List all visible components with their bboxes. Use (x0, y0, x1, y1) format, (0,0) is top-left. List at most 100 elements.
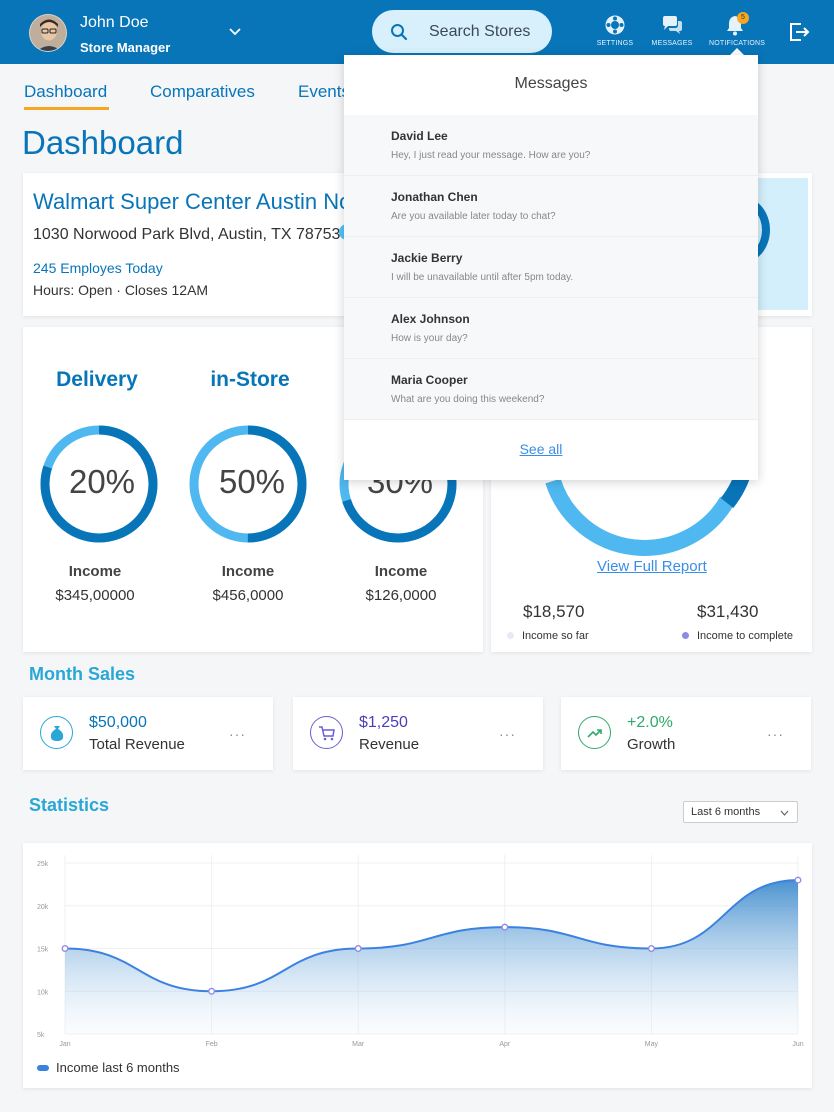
y-tick-label: 10k (37, 989, 49, 996)
settings-button[interactable]: SETTINGS (590, 14, 640, 58)
search-placeholder: Search Stores (429, 23, 531, 40)
metric-title-delivery: Delivery (56, 368, 138, 391)
x-tick-label: Jan (59, 1041, 70, 1048)
chart-legend-label: Income last 6 months (56, 1060, 180, 1075)
statistics-title: Statistics (29, 795, 110, 815)
sales-value: $1,250 (359, 714, 408, 731)
metric-label-delivery: Income (68, 563, 122, 580)
sales-card-revenue[interactable]: $1,250 Revenue ··· (293, 697, 543, 770)
sales-card-growth[interactable]: +2.0% Growth ··· (561, 697, 811, 770)
logout-icon[interactable] (788, 20, 810, 44)
message-preview: What are you doing this weekend? (391, 394, 545, 405)
cart-icon (310, 716, 343, 749)
ring-progress (189, 425, 307, 543)
more-options-icon[interactable]: ··· (767, 726, 784, 742)
message-sender: Maria Cooper (391, 373, 468, 387)
legend-dot-to-complete (682, 632, 689, 639)
settings-label: SETTINGS (596, 40, 634, 47)
metric-percent-instore: 50% (218, 463, 286, 500)
x-tick-label: May (645, 1041, 659, 1048)
messages-dropdown: Messages David Lee Hey, I just read your… (344, 55, 758, 480)
search-input[interactable]: Search Stores (372, 10, 552, 53)
data-point[interactable] (61, 945, 69, 952)
tab-events[interactable]: Events (298, 82, 350, 101)
income-to-complete-value: $31,430 (697, 602, 759, 621)
tab-comparatives[interactable]: Comparatives (150, 82, 255, 101)
x-tick-label: Apr (499, 1041, 511, 1048)
metric-amount-delivery: $345,00000 (55, 587, 135, 604)
user-name: John Doe (80, 14, 149, 31)
data-point[interactable] (794, 876, 802, 884)
message-item[interactable]: Alex Johnson How is your day? (344, 298, 758, 359)
settings-icon (605, 15, 625, 35)
message-preview: How is your day? (391, 333, 468, 344)
sales-card-total-revenue[interactable]: $50,000 Total Revenue ··· (23, 697, 273, 770)
data-point[interactable] (647, 945, 655, 952)
see-all-messages-link[interactable]: See all (519, 441, 563, 457)
avatar[interactable] (29, 14, 67, 52)
store-name: Walmart Super Center Austin No (33, 189, 352, 214)
message-item[interactable]: Jackie Berry I will be unavailable until… (344, 237, 758, 298)
legend-swatch (37, 1065, 49, 1071)
x-tick-label: Mar (352, 1041, 365, 1048)
sales-label: Revenue (359, 736, 420, 753)
data-point[interactable] (501, 923, 509, 931)
chevron-down-icon (780, 810, 789, 816)
period-select-value: Last 6 months (691, 806, 761, 818)
series-line (64, 879, 799, 993)
metric-amount-other: $126,0000 (365, 587, 437, 604)
ring-progress (40, 425, 158, 543)
y-tick-label: 15k (37, 947, 49, 954)
message-preview: Are you available later today to chat? (391, 211, 556, 222)
message-sender: Alex Johnson (391, 312, 470, 326)
period-select[interactable]: Last 6 months (683, 801, 798, 823)
more-options-icon[interactable]: ··· (499, 726, 516, 742)
sales-label: Growth (627, 736, 676, 753)
sales-value: +2.0% (627, 714, 673, 731)
messages-list: David Lee Hey, I just read your message.… (344, 115, 758, 420)
store-address: 1030 Norwood Park Blvd, Austin, TX 78753 (33, 226, 341, 243)
notifications-button[interactable]: 5 NOTIFICATIONS (709, 12, 766, 58)
messages-label: MESSAGES (651, 40, 693, 47)
trend-up-icon (578, 716, 611, 749)
sales-value: $50,000 (89, 714, 147, 731)
y-tick-label: 20k (37, 904, 49, 911)
notifications-label: NOTIFICATIONS (709, 40, 766, 47)
message-sender: Jackie Berry (391, 251, 463, 265)
income-so-far-label: Income so far (522, 630, 589, 642)
message-preview: I will be unavailable until after 5pm to… (391, 272, 574, 283)
view-full-report-link[interactable]: View Full Report (597, 558, 707, 575)
message-item[interactable]: Maria Cooper What are you doing this wee… (344, 359, 758, 420)
search-icon (391, 24, 408, 41)
metric-percent-delivery: 20% (68, 463, 136, 500)
metric-label-other: Income (374, 563, 428, 580)
metric-label-instore: Income (221, 563, 275, 580)
month-sales-title: Month Sales (29, 664, 136, 684)
message-item[interactable]: David Lee Hey, I just read your message.… (344, 115, 758, 176)
series-area (65, 880, 798, 1034)
message-preview: Hey, I just read your message. How are y… (391, 150, 591, 161)
money-bag-icon (40, 716, 73, 749)
more-options-icon[interactable]: ··· (229, 726, 246, 742)
top-bar: John Doe Store Manager Search Stores SET… (0, 0, 834, 64)
chevron-down-icon[interactable] (228, 26, 242, 36)
data-point[interactable] (354, 945, 362, 952)
message-item[interactable]: Jonathan Chen Are you available later to… (344, 176, 758, 237)
income-so-far-value: $18,570 (523, 602, 585, 621)
page-title: Dashboard (22, 124, 184, 161)
metric-amount-instore: $456,0000 (212, 587, 284, 604)
income-to-complete-label: Income to complete (697, 630, 793, 642)
tab-dashboard[interactable]: Dashboard (24, 82, 108, 101)
y-tick-label: 25k (37, 861, 49, 868)
x-tick-label: Feb (206, 1041, 218, 1048)
active-tab-indicator (24, 107, 109, 110)
x-tick-label: Jun (792, 1041, 803, 1048)
messages-dropdown-title: Messages (514, 75, 588, 92)
message-sender: Jonathan Chen (391, 190, 478, 204)
user-role: Store Manager (80, 40, 171, 55)
messages-button[interactable]: MESSAGES (647, 14, 697, 58)
data-point[interactable] (208, 987, 216, 995)
sales-label: Total Revenue (89, 736, 185, 753)
store-employees[interactable]: 245 Employes Today (33, 260, 163, 276)
chat-bubbles-icon (663, 16, 682, 34)
